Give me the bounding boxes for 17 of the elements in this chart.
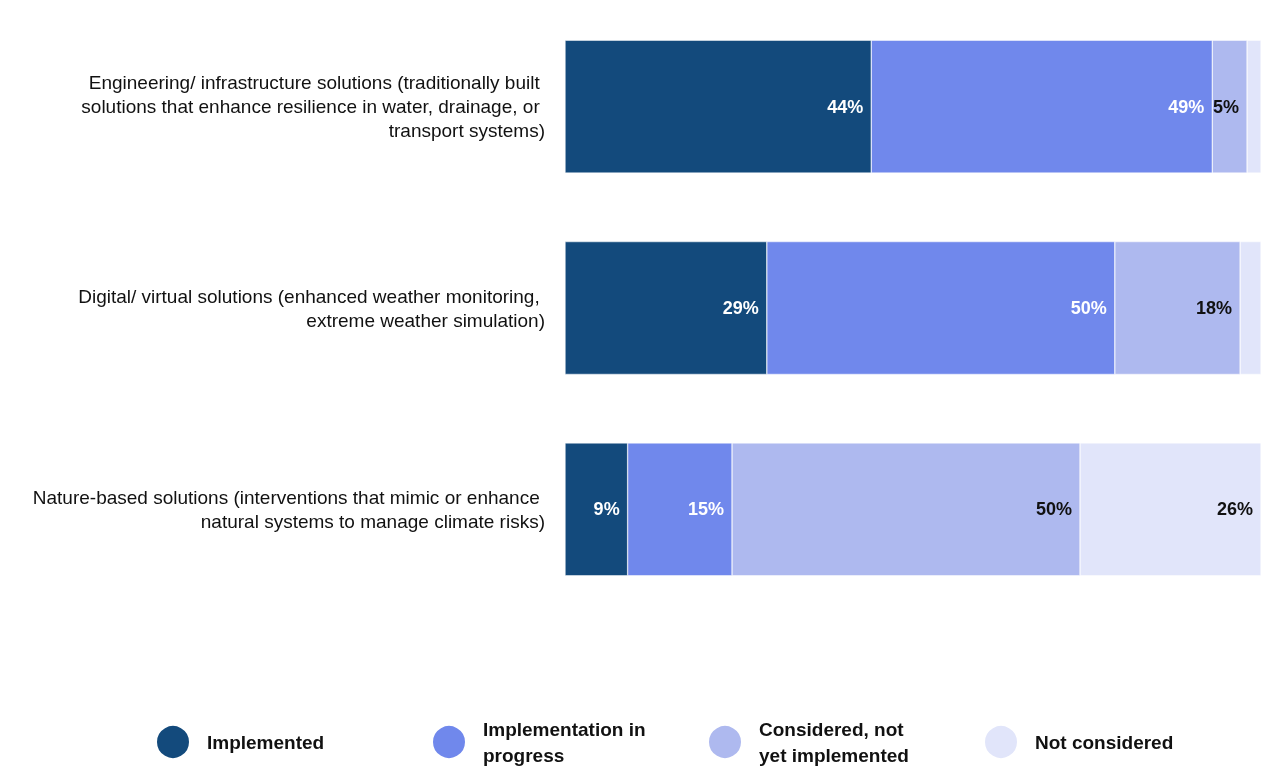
data-label: 18%: [1196, 298, 1233, 318]
y-tick-label: Digital/ virtual solutions (enhanced weather monitoring, extreme weather simulation): [78, 285, 545, 331]
data-label: 5%: [1213, 96, 1240, 117]
data-label: 29%: [722, 298, 759, 318]
data-label: 49%: [1168, 96, 1205, 117]
data-label: 50%: [1070, 298, 1107, 318]
data-label: 9%: [593, 499, 620, 520]
legend-label: Implemented: [207, 731, 325, 753]
y-tick-label: Nature-based solutions (interventions that mimic or enhance natural systems to manage climate risks): [32, 486, 545, 532]
data-label: 26%: [1216, 499, 1253, 520]
legend-label: Implementation in progress: [483, 718, 651, 766]
data-label: 44%: [827, 96, 864, 117]
data-label: 50%: [1036, 499, 1073, 520]
legend-label: Not considered: [1035, 731, 1174, 753]
data-label: 15%: [688, 499, 725, 520]
y-tick-label: Engineering/ infrastructure solutions (traditionally built solutions that enhance resilience in water, drainage, or transport systems): [81, 72, 545, 142]
legend-label: Considered, not yet implemented: [759, 718, 909, 766]
